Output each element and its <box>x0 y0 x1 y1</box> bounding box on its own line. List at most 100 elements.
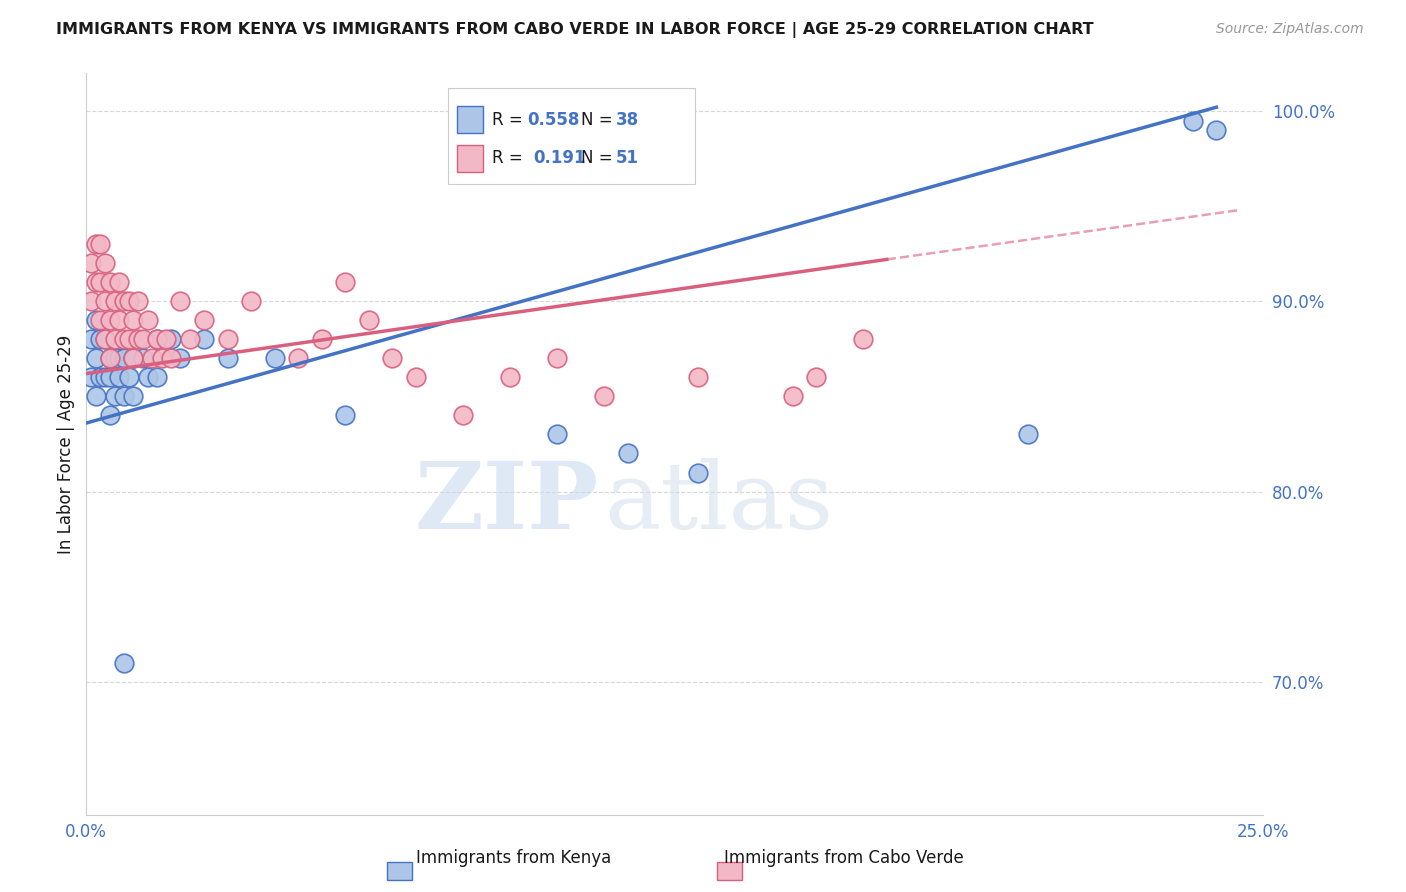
Point <box>240 294 263 309</box>
Point <box>118 332 141 346</box>
Point <box>179 332 201 346</box>
Point <box>118 294 141 309</box>
Point <box>98 275 121 289</box>
Point <box>169 294 191 309</box>
Point <box>155 332 177 346</box>
Text: Source: ZipAtlas.com: Source: ZipAtlas.com <box>1216 22 1364 37</box>
Text: N =: N = <box>581 149 617 168</box>
Point <box>98 351 121 366</box>
Point <box>80 332 103 346</box>
Point <box>108 370 131 384</box>
Text: R =: R = <box>492 111 529 128</box>
Text: atlas: atlas <box>605 458 834 549</box>
Point <box>94 256 117 270</box>
Point <box>98 351 121 366</box>
Point <box>108 351 131 366</box>
Point <box>89 370 111 384</box>
Point <box>103 332 125 346</box>
Point <box>127 294 149 309</box>
Point <box>688 466 710 480</box>
Point <box>193 313 215 327</box>
Point <box>108 275 131 289</box>
Point <box>103 389 125 403</box>
Bar <box>457 145 484 171</box>
Point <box>1181 113 1204 128</box>
Point <box>80 370 103 384</box>
Point <box>499 370 522 384</box>
Point <box>616 446 638 460</box>
Point <box>80 294 103 309</box>
Point <box>451 409 474 423</box>
Point <box>146 370 169 384</box>
Point <box>112 656 135 670</box>
Point <box>98 313 121 327</box>
Point <box>688 370 710 384</box>
Text: R =: R = <box>492 149 534 168</box>
Point <box>357 313 380 327</box>
Point <box>84 237 107 252</box>
Point <box>217 351 239 366</box>
Point <box>89 313 111 327</box>
Point <box>405 370 427 384</box>
Point <box>146 332 169 346</box>
Point <box>852 332 875 346</box>
Point <box>112 332 135 346</box>
Point <box>103 351 125 366</box>
Point <box>84 275 107 289</box>
Point <box>94 332 117 346</box>
Point <box>80 256 103 270</box>
Point <box>141 351 163 366</box>
Text: Immigrants from Kenya: Immigrants from Kenya <box>416 849 610 867</box>
Point <box>136 370 159 384</box>
Point <box>311 332 333 346</box>
Point <box>84 389 107 403</box>
Point <box>118 370 141 384</box>
Point <box>98 370 121 384</box>
Point <box>546 427 568 442</box>
Point <box>132 332 155 346</box>
Bar <box>457 106 484 133</box>
Point <box>103 294 125 309</box>
Point <box>782 389 804 403</box>
Point <box>217 332 239 346</box>
Point <box>122 351 145 366</box>
FancyBboxPatch shape <box>447 87 695 185</box>
Point <box>94 370 117 384</box>
Point <box>84 351 107 366</box>
Y-axis label: In Labor Force | Age 25-29: In Labor Force | Age 25-29 <box>58 334 75 554</box>
Point <box>287 351 309 366</box>
Point <box>263 351 285 366</box>
Text: ZIP: ZIP <box>415 458 599 549</box>
Point <box>98 409 121 423</box>
Point <box>193 332 215 346</box>
Point <box>169 351 191 366</box>
Text: 0.558: 0.558 <box>527 111 581 128</box>
Point <box>804 370 827 384</box>
Point <box>122 389 145 403</box>
Point <box>1205 123 1227 137</box>
Point <box>381 351 404 366</box>
Point <box>160 332 183 346</box>
Point <box>89 237 111 252</box>
Text: 51: 51 <box>616 149 638 168</box>
Point <box>112 294 135 309</box>
Point <box>160 351 183 366</box>
Point <box>127 332 149 346</box>
Point <box>150 351 173 366</box>
Point <box>94 332 117 346</box>
Text: Immigrants from Cabo Verde: Immigrants from Cabo Verde <box>724 849 963 867</box>
Point <box>1017 427 1039 442</box>
Point <box>146 332 169 346</box>
Point <box>89 332 111 346</box>
Text: 0.191: 0.191 <box>534 149 586 168</box>
Point <box>122 313 145 327</box>
Point <box>122 351 145 366</box>
Text: 38: 38 <box>616 111 640 128</box>
Point <box>84 313 107 327</box>
Point <box>94 294 117 309</box>
Point <box>112 351 135 366</box>
Text: N =: N = <box>581 111 617 128</box>
Point <box>132 351 155 366</box>
Text: IMMIGRANTS FROM KENYA VS IMMIGRANTS FROM CABO VERDE IN LABOR FORCE | AGE 25-29 C: IMMIGRANTS FROM KENYA VS IMMIGRANTS FROM… <box>56 22 1094 38</box>
Point <box>89 275 111 289</box>
